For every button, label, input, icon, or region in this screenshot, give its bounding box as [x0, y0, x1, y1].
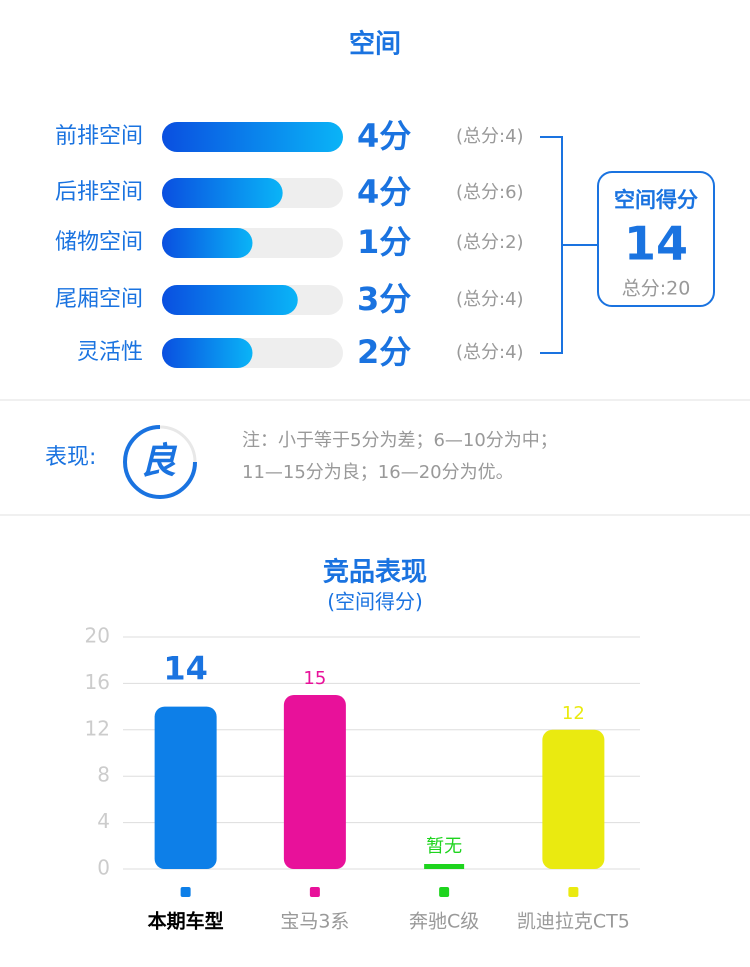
- summary-total: 总分:20: [622, 278, 691, 300]
- y-tick-label: 20: [85, 624, 110, 648]
- y-tick-label: 16: [85, 670, 110, 694]
- x-tick-label: 奔驰C级: [409, 911, 479, 933]
- value-label: 15: [303, 668, 326, 689]
- bar-placeholder: [424, 864, 465, 869]
- value-label: 12: [562, 703, 585, 724]
- score-bar: [162, 338, 253, 368]
- y-tick-label: 0: [97, 856, 110, 880]
- score-bar: [162, 228, 253, 258]
- divider: [0, 399, 750, 401]
- legend-dot: [309, 887, 320, 897]
- value-label: 暂无: [426, 836, 462, 857]
- summary-title: 空间得分: [614, 188, 698, 212]
- bracket: [540, 136, 598, 354]
- chart-title: 竞品表现: [323, 557, 427, 588]
- bar: [542, 729, 605, 869]
- note-line: 注：小于等于5分为差；6—10分为中；: [242, 430, 558, 451]
- score-bar: [162, 178, 283, 208]
- score: 1分: [357, 223, 411, 261]
- score: 3分: [357, 280, 411, 318]
- bar: [283, 695, 346, 869]
- score-bar: [162, 122, 343, 152]
- value-label: 14: [163, 650, 208, 688]
- bar: [154, 706, 217, 869]
- total: (总分:6): [456, 182, 524, 203]
- row-label: 灵活性: [77, 340, 143, 365]
- y-tick-label: 12: [85, 716, 110, 740]
- total: (总分:4): [456, 126, 524, 147]
- legend-dot: [568, 887, 579, 897]
- x-tick-label: 本期车型: [148, 910, 224, 933]
- total: (总分:4): [456, 342, 524, 363]
- grade-ring: [123, 425, 197, 499]
- chart-subtitle: (空间得分): [327, 590, 423, 614]
- summary-score: 14: [624, 217, 688, 271]
- grade: 良: [140, 441, 178, 482]
- total: (总分:2): [456, 232, 524, 253]
- y-tick-label: 8: [97, 763, 110, 787]
- score: 4分: [357, 173, 411, 211]
- x-tick-label: 宝马3系: [280, 911, 349, 933]
- row-label: 后排空间: [55, 180, 143, 205]
- row-label: 尾厢空间: [55, 287, 143, 312]
- section-title: 空间: [349, 29, 401, 60]
- divider: [0, 514, 750, 516]
- total: (总分:4): [456, 289, 524, 310]
- legend-dot: [180, 887, 191, 897]
- legend-dot: [439, 887, 450, 897]
- note-line: 11—15分为良；16—20分为优。: [242, 462, 514, 483]
- x-tick-label: 凯迪拉克CT5: [517, 911, 630, 933]
- summary-box: [597, 171, 715, 307]
- score-bar: [162, 285, 298, 315]
- performance-label: 表现:: [45, 445, 96, 470]
- y-tick-label: 4: [97, 809, 110, 833]
- row-label: 储物空间: [55, 230, 143, 255]
- score: 2分: [357, 333, 411, 371]
- row-label: 前排空间: [55, 124, 143, 149]
- score: 4分: [357, 117, 411, 155]
